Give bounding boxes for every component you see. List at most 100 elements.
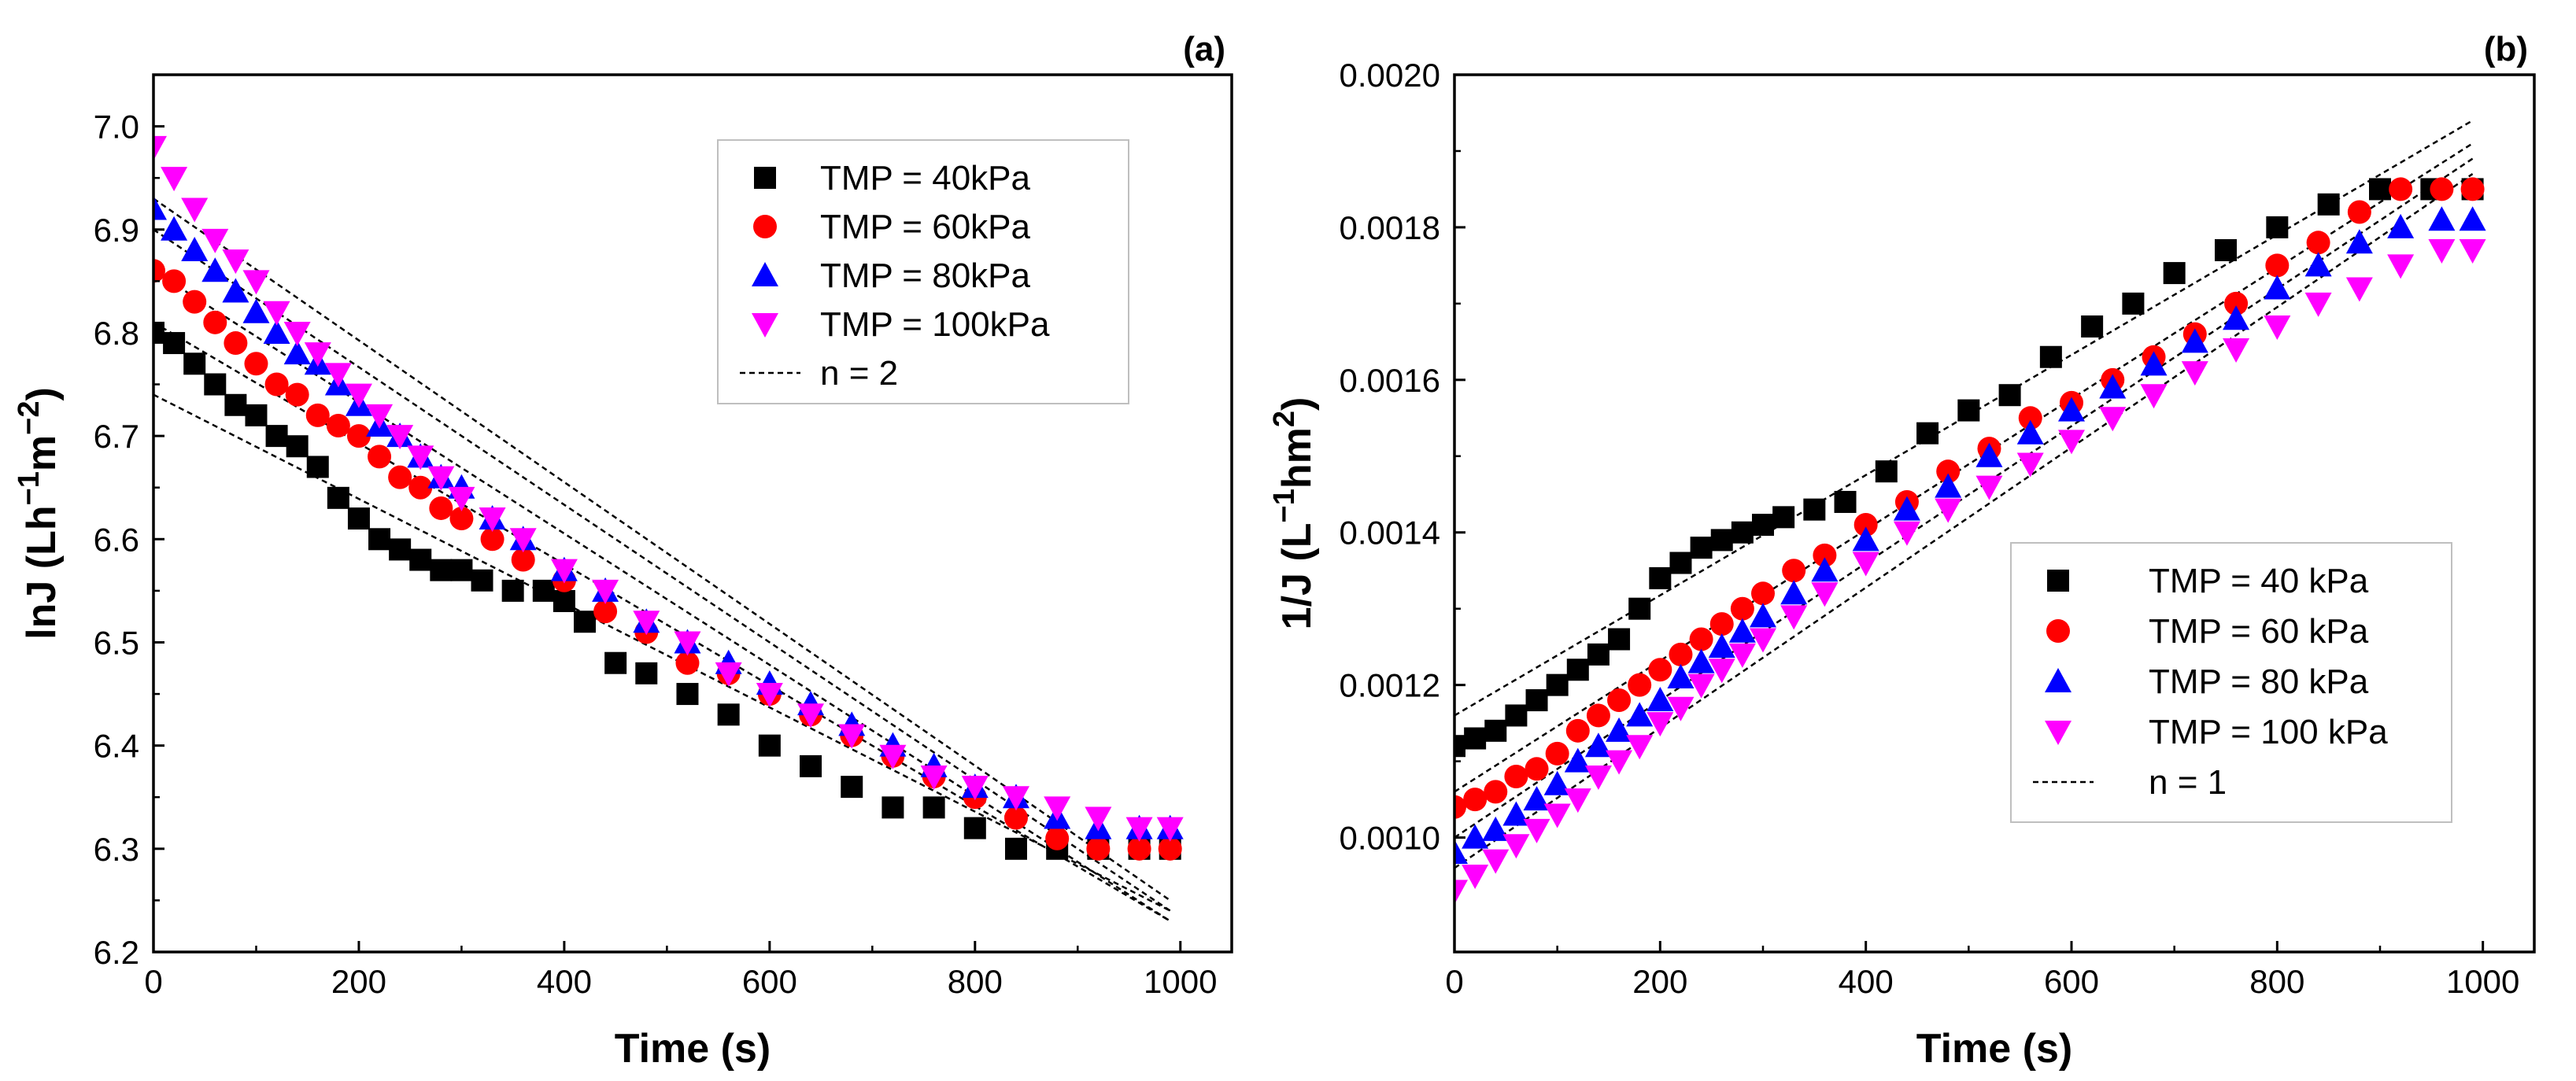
data-point — [2081, 315, 2104, 338]
data-point — [1728, 643, 1756, 668]
fit-line-4 — [1454, 173, 2474, 869]
x-tick-label: 800 — [2249, 963, 2304, 1000]
data-point — [675, 651, 700, 675]
data-point — [1502, 801, 1530, 826]
fit-line-1 — [153, 393, 1171, 912]
data-point — [1687, 673, 1715, 699]
data-point — [2122, 292, 2145, 315]
data-point — [1505, 704, 1528, 727]
data-point — [2181, 328, 2208, 353]
y-axis-title: lnJ (Lh−1m−2) — [13, 387, 65, 640]
data-point — [345, 383, 372, 408]
data-point — [1462, 865, 1489, 890]
y-tick-label: 6.3 — [94, 831, 139, 868]
data-point — [758, 734, 781, 757]
data-point — [264, 372, 289, 397]
x-tick-label: 1000 — [1144, 963, 1217, 1000]
data-point — [2369, 178, 2391, 201]
data-point — [1462, 824, 1489, 849]
data-point — [1504, 765, 1528, 788]
data-point — [1853, 513, 1878, 537]
data-point — [1811, 557, 1839, 582]
x-tick-label: 0 — [1445, 963, 1463, 1000]
legend-box — [717, 139, 1129, 404]
data-point — [2058, 430, 2085, 455]
legend-marker — [2045, 721, 2072, 745]
data-point — [717, 703, 740, 726]
data-point — [2459, 206, 2486, 231]
legend-marker — [752, 262, 778, 286]
data-point — [797, 703, 825, 729]
data-point — [1834, 490, 1857, 513]
data-point — [1893, 496, 1920, 521]
legend-label: TMP = 100 kPa — [2149, 713, 2388, 751]
data-point — [480, 527, 504, 552]
data-point — [1690, 537, 1713, 559]
data-point — [1780, 605, 1808, 630]
plot-frame — [152, 73, 1233, 954]
legend-label: TMP = 60kPa — [820, 208, 1031, 246]
plot-area — [153, 135, 1184, 922]
data-point — [153, 195, 167, 220]
data-point — [368, 528, 391, 551]
data-point — [1731, 521, 1754, 544]
data-point — [511, 548, 535, 572]
data-point — [1752, 514, 1774, 537]
data-point — [756, 683, 783, 708]
data-point — [2347, 200, 2371, 224]
data-point — [286, 435, 309, 458]
data-point — [2016, 419, 2044, 445]
y-tick-label: 6.2 — [94, 934, 139, 971]
data-point — [244, 352, 268, 376]
data-point — [1813, 543, 1837, 567]
data-point — [2223, 338, 2250, 363]
data-point — [305, 403, 330, 427]
data-point — [1916, 422, 1939, 445]
data-point — [1782, 559, 1806, 583]
legend-label: TMP = 80kPa — [820, 256, 1031, 295]
y-tick-label: 0.0014 — [1340, 515, 1440, 552]
data-point — [550, 559, 578, 584]
data-point — [1689, 627, 1713, 651]
data-point — [388, 465, 412, 489]
data-point — [841, 776, 863, 799]
x-tick-label: 600 — [2044, 963, 2099, 1000]
x-tick-label: 200 — [1632, 963, 1687, 1000]
data-point — [1045, 826, 1070, 850]
data-point — [2387, 254, 2415, 279]
data-point — [674, 631, 701, 656]
data-point — [604, 651, 627, 674]
data-point — [1710, 529, 1733, 552]
data-point — [285, 382, 309, 407]
data-point — [366, 404, 394, 429]
data-point — [592, 579, 619, 604]
data-point — [347, 507, 370, 530]
legend-marker — [2047, 570, 2069, 592]
data-point — [1454, 839, 1468, 864]
x-tick-label: 800 — [948, 963, 1003, 1000]
data-point — [1564, 747, 1591, 773]
panel-label: (b) — [2484, 30, 2528, 68]
data-point — [1454, 880, 1468, 905]
data-point — [2099, 407, 2127, 432]
data-point — [1004, 806, 1028, 830]
plot-frame — [1453, 73, 2536, 954]
data-point — [1935, 473, 1962, 498]
data-point — [532, 579, 555, 602]
data-point — [635, 662, 658, 684]
y-tick-label: 0.0020 — [1340, 57, 1440, 94]
data-point — [2460, 177, 2485, 201]
data-point — [800, 754, 822, 777]
data-point — [2018, 406, 2042, 430]
data-point — [1085, 806, 1112, 832]
data-point — [2140, 351, 2168, 376]
data-point — [326, 414, 350, 437]
data-point — [1565, 718, 1590, 743]
data-point — [1546, 673, 1569, 696]
data-point — [222, 249, 249, 275]
fit-line-5 — [153, 197, 1171, 902]
data-point — [1482, 849, 1510, 874]
data-point — [203, 310, 227, 334]
data-point — [2016, 452, 2044, 478]
